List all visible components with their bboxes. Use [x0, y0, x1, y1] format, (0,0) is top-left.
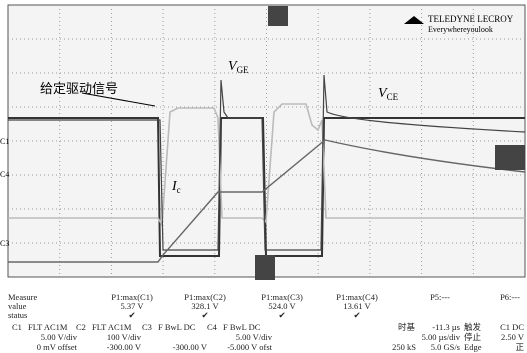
logo-tagline: Everywhereyoulook: [428, 25, 493, 34]
level-badge: [495, 145, 525, 170]
channel-scale: 100 V/div: [107, 333, 141, 342]
timebase-delay: -11.3 µs: [432, 323, 460, 332]
logo-brand: TELEDYNE LECROY: [428, 14, 514, 24]
trigger-level: 2.50 V: [501, 333, 524, 342]
trigger-state: 停止: [464, 333, 481, 342]
timebase-scale: 5.00 µs/div: [422, 333, 460, 342]
measure-status: ✔: [353, 311, 360, 320]
timebase-label: 时基: [398, 323, 415, 332]
channel-id: C1: [12, 323, 22, 332]
channel-coupling: FLT AC1M: [92, 323, 131, 332]
trigger-badge: [268, 6, 288, 26]
channel-offset: -300.00 V: [107, 343, 141, 352]
trigger-slope: 正: [515, 343, 524, 352]
measure-name: P6:---: [500, 293, 520, 302]
channel-coupling: F BwL DC: [223, 323, 260, 332]
offset-badge: [255, 255, 275, 280]
timebase-rate: 5.0 GS/s: [431, 343, 460, 352]
scope-screenshot: 给定驱动信号 VGE VCE Ic C1 C4 C3 TELEDYNE LECR…: [0, 0, 527, 353]
channel-id: C2: [76, 323, 86, 332]
scope-display: 给定驱动信号 VGE VCE Ic C1 C4 C3 TELEDYNE LECR…: [0, 0, 527, 285]
timebase-samples: 250 kS: [392, 343, 416, 352]
measure-status: ✔: [278, 311, 285, 320]
channel-marker: C1: [0, 137, 9, 146]
trigger-source: C1 DC: [500, 323, 524, 332]
trigger-type: Edge: [464, 343, 481, 352]
channel-scale: 5.00 V/div: [41, 333, 77, 342]
measure-row-label: status: [8, 311, 27, 320]
measure-status: ✔: [201, 311, 208, 320]
trigger-label: 触发: [464, 323, 481, 332]
measure-status: ✔: [128, 311, 135, 320]
channel-marker: C4: [0, 170, 9, 179]
channel-coupling: F BwL DC: [158, 323, 195, 332]
channel-offset: -300.00 V: [173, 343, 207, 352]
channel-offset: 0 mV offset: [37, 343, 77, 352]
measure-name: P5:---: [430, 293, 450, 302]
channel-scale: 5.00 V/div: [236, 333, 272, 342]
channel-offset: -5.000 V ofst: [227, 343, 272, 352]
channel-id: C3: [142, 323, 152, 332]
channel-marker: C3: [0, 239, 9, 248]
channel-coupling: FLT AC1M: [28, 323, 67, 332]
drive-signal-label: 给定驱动信号: [40, 81, 118, 96]
channel-id: C4: [207, 323, 217, 332]
